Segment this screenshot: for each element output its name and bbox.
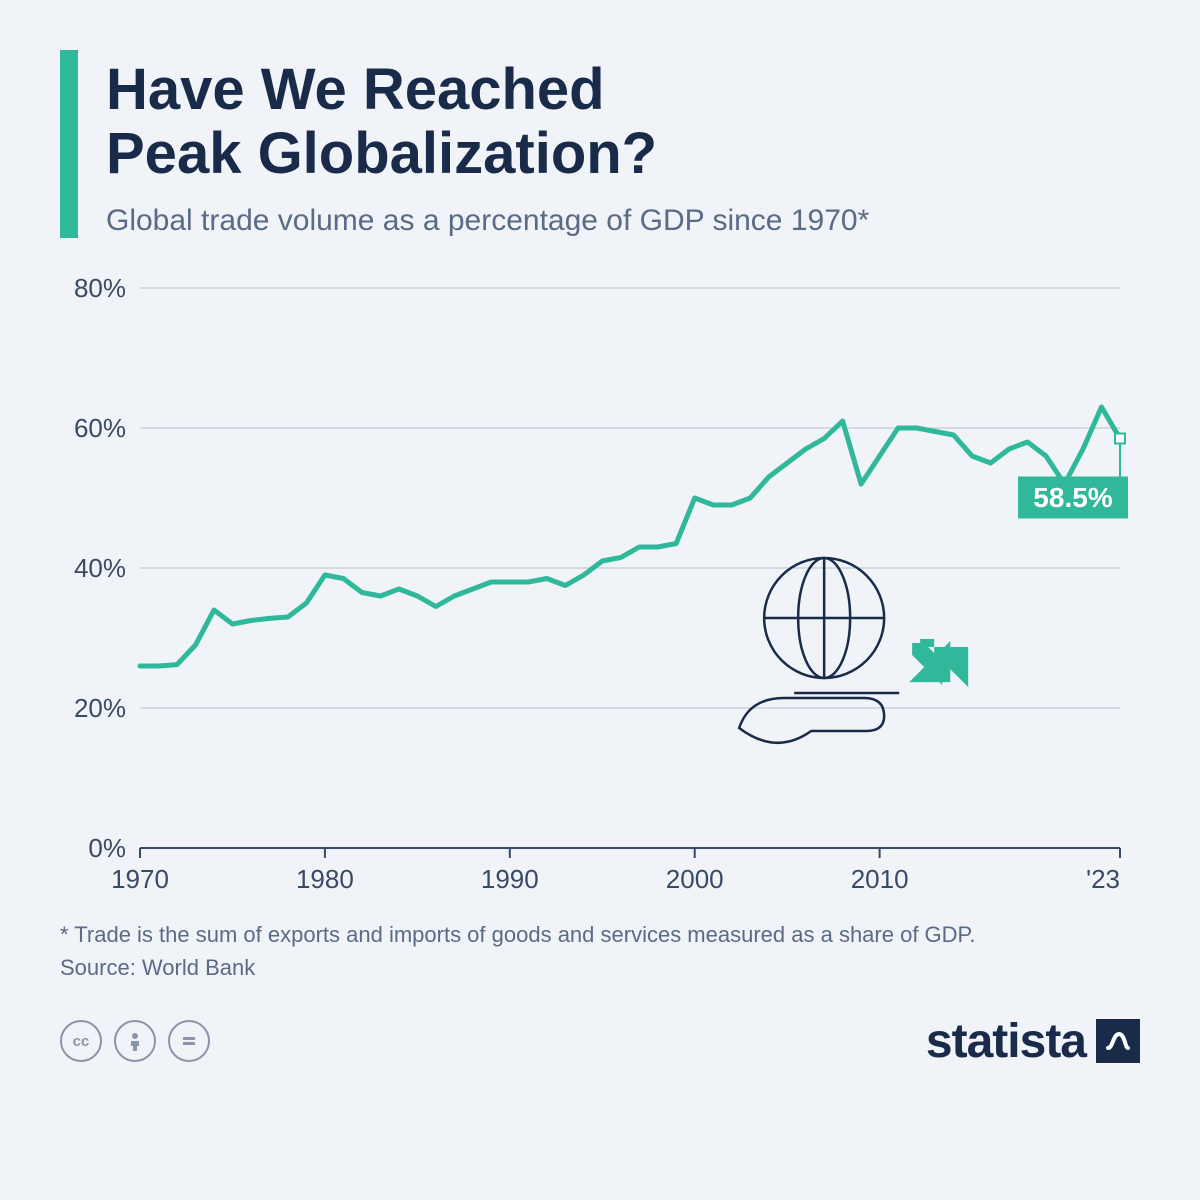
x-tick-label: 1970 [111, 864, 169, 894]
x-tick-label: 2000 [666, 864, 724, 894]
chart-svg: 0% 20% 40% 60% 80% 1970 1980 1990 2000 2010 '23 58.… [60, 278, 1140, 898]
brand: statista [926, 1014, 1140, 1069]
y-tick-label: 40% [74, 553, 126, 583]
footnote-source: Source: World Bank [60, 951, 1140, 984]
title-line-1: Have We Reached [106, 57, 605, 122]
data-line [140, 407, 1120, 666]
footer: cc statista [60, 1014, 1140, 1069]
brand-logo-icon [1096, 1019, 1140, 1063]
footnote: * Trade is the sum of exports and import… [60, 918, 1140, 984]
y-tick-label: 60% [74, 413, 126, 443]
nd-icon [168, 1020, 210, 1062]
line-chart: 0% 20% 40% 60% 80% 1970 1980 1990 2000 2010 '23 58.… [60, 278, 1140, 898]
page-title: Have We Reached Peak Globalization? [106, 58, 869, 186]
y-tick-label: 0% [88, 833, 126, 863]
accent-bar [60, 50, 78, 238]
svg-text:cc: cc [73, 1033, 90, 1050]
x-tick-label: 2010 [851, 864, 909, 894]
header: Have We Reached Peak Globalization? Glob… [60, 50, 1140, 238]
x-tick-label: '23 [1086, 864, 1120, 894]
end-marker [1115, 433, 1125, 443]
by-icon [114, 1020, 156, 1062]
title-line-2: Peak Globalization? [106, 121, 657, 186]
license-icons: cc [60, 1020, 210, 1062]
x-tick-label: 1990 [481, 864, 539, 894]
footnote-definition: * Trade is the sum of exports and import… [60, 918, 1140, 951]
cc-icon: cc [60, 1020, 102, 1062]
y-tick-label: 80% [74, 278, 126, 303]
x-tick-label: 1980 [296, 864, 354, 894]
subtitle: Global trade volume as a percentage of G… [106, 204, 869, 238]
callout-label: 58.5% [1033, 481, 1112, 512]
brand-name: statista [926, 1014, 1086, 1069]
hand-icon [739, 698, 884, 743]
y-tick-label: 20% [74, 693, 126, 723]
